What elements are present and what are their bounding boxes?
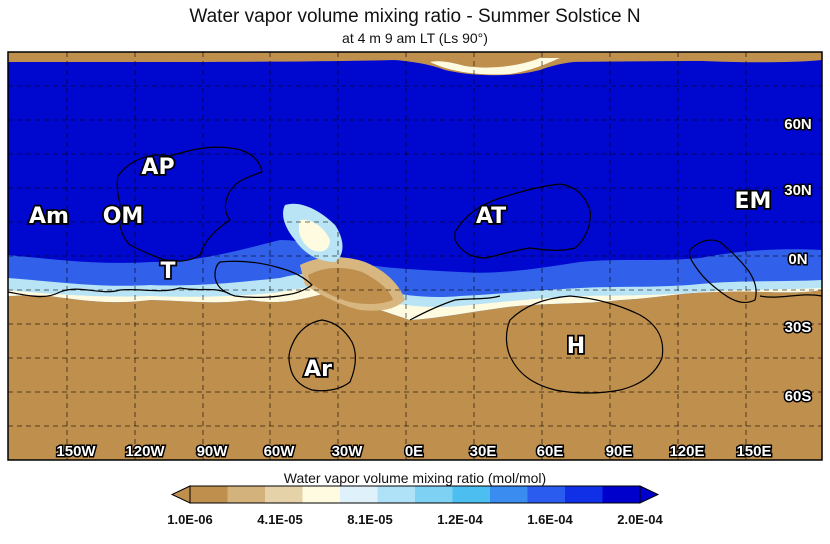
colorbar-title: Water vapor volume mixing ratio (mol/mol… <box>283 470 547 486</box>
region-label-ap: AP <box>141 155 174 180</box>
colorbar-swatch <box>302 486 341 503</box>
longitude-labels: 150W 120W 90W 60W 30W 0E 30E 60E 90E 120E 150E <box>55 442 773 462</box>
latitude-label: 30S <box>785 319 812 336</box>
colorbar-tick-label: 4.1E-05 <box>257 512 303 527</box>
colorbar-tick-label: 1.2E-04 <box>437 512 483 527</box>
latitude-labels: 60N 30N 0N 30S 60S <box>783 115 814 407</box>
colorbar-extend-high <box>639 485 660 504</box>
longitude-label: 120E <box>669 443 704 460</box>
colorbar-tick-label: 1.0E-06 <box>167 512 213 527</box>
colorbar-swatch <box>602 486 641 503</box>
colorbar-tick-label: 8.1E-05 <box>347 512 393 527</box>
longitude-label: 150W <box>56 443 96 460</box>
longitude-label: 30E <box>470 443 497 460</box>
colorbar-swatch <box>527 486 566 503</box>
longitude-label: 90E <box>606 443 633 460</box>
graticule <box>8 52 822 460</box>
longitude-label: 120W <box>125 443 165 460</box>
latitude-label: 30N <box>784 182 812 199</box>
longitude-label: 90W <box>197 443 229 460</box>
colorbar-swatch <box>377 486 416 503</box>
colorbar-tick-label: 2.0E-04 <box>617 512 663 527</box>
outline-hellas <box>505 295 664 394</box>
colorbar-swatch <box>190 486 228 503</box>
latitude-label: 0N <box>788 251 807 268</box>
map-subtitle: at 4 m 9 am LT (Ls 90°) <box>342 30 488 46</box>
colorbar-swatch <box>340 486 378 503</box>
longitude-label: 150E <box>736 443 771 460</box>
outline-arabia <box>454 183 591 259</box>
region-label-em: EM <box>735 189 772 214</box>
outline-equator-coast <box>7 287 823 321</box>
outline-elysium <box>688 239 757 304</box>
colorbar-tick-label: 1.6E-04 <box>527 512 573 527</box>
outline-tharsis <box>214 260 313 298</box>
region-label-ar: Ar <box>304 357 332 382</box>
colorbar-swatch <box>452 486 491 503</box>
latitude-label: 60S <box>785 388 812 405</box>
colorbar <box>170 485 660 504</box>
map-title: Water vapor volume mixing ratio - Summer… <box>189 6 641 27</box>
outline-argyre <box>288 319 356 392</box>
region-label-h: H <box>567 334 585 359</box>
colorbar-swatch <box>415 486 453 503</box>
region-label-om: OM <box>103 204 144 229</box>
longitude-label: 30W <box>332 443 364 460</box>
longitude-label: 60E <box>537 443 564 460</box>
colorbar-swatch <box>227 486 266 503</box>
colorbar-swatch <box>265 486 303 503</box>
region-labels: Am OM AP T AT EM Ar H <box>27 153 773 384</box>
longitude-label: 60W <box>264 443 296 460</box>
colorbar-extend-low <box>170 485 191 504</box>
region-label-am: Am <box>29 204 69 229</box>
region-outlines <box>7 146 823 394</box>
region-label-at: AT <box>476 204 506 229</box>
latitude-label: 60N <box>784 116 812 133</box>
longitude-label: 0E <box>405 443 423 460</box>
colorbar-swatch <box>565 486 603 503</box>
colorbar-swatch <box>490 486 528 503</box>
region-label-t: T <box>160 259 175 284</box>
outline-alba-patera <box>116 146 263 262</box>
